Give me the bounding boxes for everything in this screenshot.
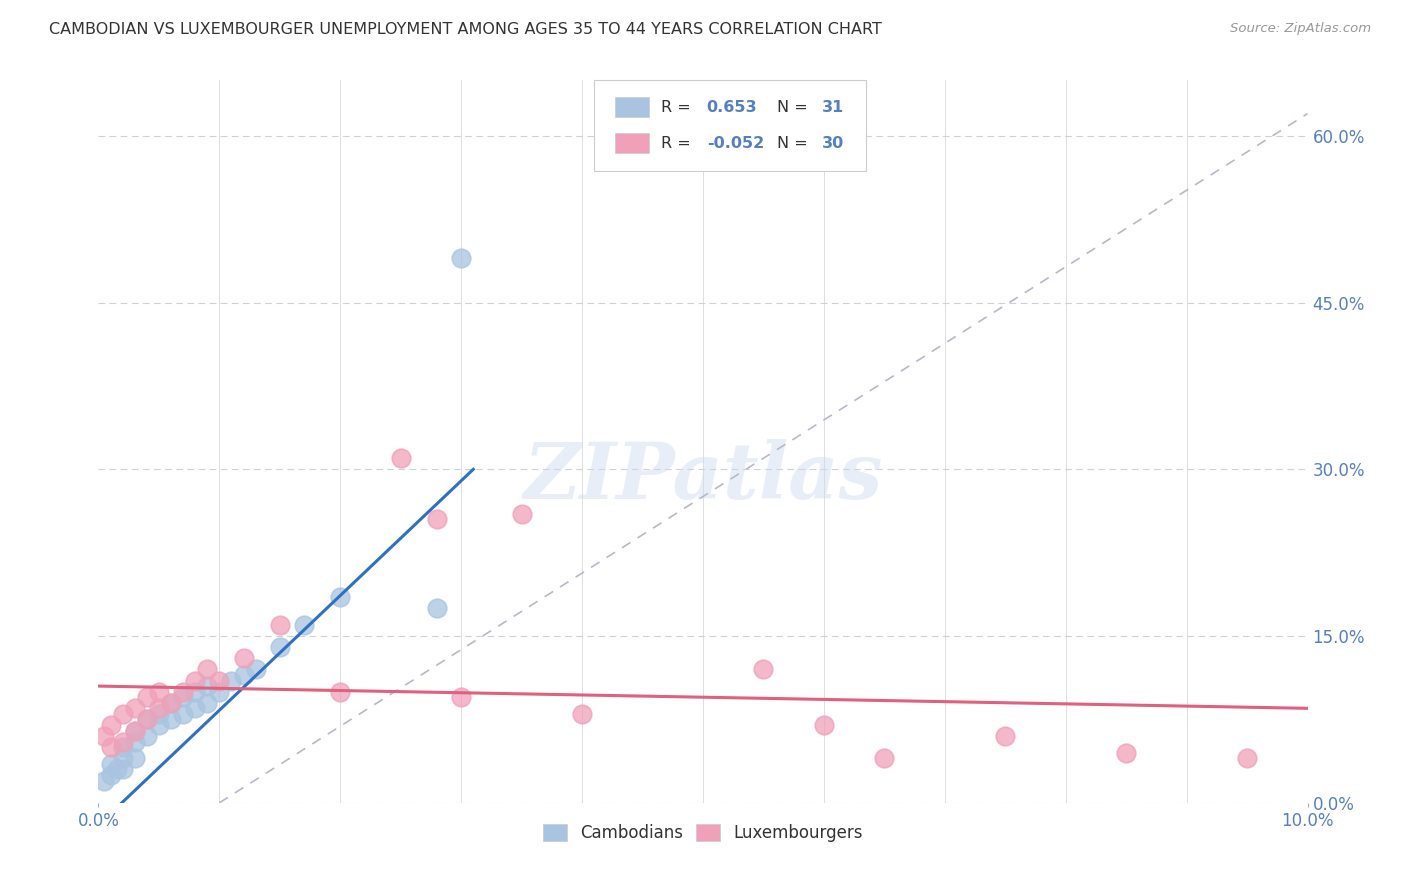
Point bbox=[105, 763, 128, 777]
Point bbox=[148, 706, 170, 721]
Point bbox=[148, 684, 170, 698]
Point bbox=[124, 751, 146, 765]
Point bbox=[111, 763, 134, 777]
Point bbox=[160, 713, 183, 727]
Point bbox=[172, 706, 194, 721]
Point bbox=[111, 740, 134, 755]
Point bbox=[124, 701, 146, 715]
Point bbox=[184, 684, 207, 698]
Point bbox=[124, 734, 146, 748]
Point bbox=[135, 729, 157, 743]
Point bbox=[100, 718, 122, 732]
Point bbox=[124, 723, 146, 738]
Text: N =: N = bbox=[776, 100, 813, 114]
Point bbox=[195, 679, 218, 693]
Point bbox=[184, 673, 207, 688]
Point bbox=[329, 590, 352, 604]
Point bbox=[245, 662, 267, 676]
Point bbox=[389, 451, 412, 466]
Point bbox=[111, 734, 134, 748]
Point bbox=[172, 684, 194, 698]
Bar bbox=[614, 133, 648, 153]
Point bbox=[135, 713, 157, 727]
Point bbox=[195, 662, 218, 676]
Bar bbox=[614, 97, 648, 117]
Point bbox=[1236, 751, 1258, 765]
Point bbox=[510, 507, 533, 521]
Text: R =: R = bbox=[661, 100, 696, 114]
Point bbox=[100, 740, 122, 755]
Point bbox=[172, 690, 194, 705]
Text: 31: 31 bbox=[821, 100, 844, 114]
Point bbox=[93, 773, 115, 788]
Text: 30: 30 bbox=[821, 136, 844, 151]
Point bbox=[752, 662, 775, 676]
Point bbox=[100, 768, 122, 782]
Point bbox=[269, 640, 291, 655]
Point bbox=[232, 668, 254, 682]
Point bbox=[148, 718, 170, 732]
Point bbox=[208, 673, 231, 688]
FancyBboxPatch shape bbox=[595, 80, 866, 170]
Point bbox=[329, 684, 352, 698]
Point bbox=[135, 690, 157, 705]
Point bbox=[93, 729, 115, 743]
Text: N =: N = bbox=[776, 136, 813, 151]
Text: CAMBODIAN VS LUXEMBOURGER UNEMPLOYMENT AMONG AGES 35 TO 44 YEARS CORRELATION CHA: CAMBODIAN VS LUXEMBOURGER UNEMPLOYMENT A… bbox=[49, 22, 882, 37]
Point bbox=[208, 684, 231, 698]
Point bbox=[124, 723, 146, 738]
Point bbox=[195, 696, 218, 710]
Point bbox=[994, 729, 1017, 743]
Point bbox=[160, 696, 183, 710]
Text: ZIPatlas: ZIPatlas bbox=[523, 440, 883, 516]
Point bbox=[450, 690, 472, 705]
Point bbox=[450, 251, 472, 265]
Point bbox=[111, 706, 134, 721]
Point bbox=[292, 618, 315, 632]
Point bbox=[148, 701, 170, 715]
Point bbox=[873, 751, 896, 765]
Point bbox=[111, 751, 134, 765]
Point bbox=[813, 718, 835, 732]
Point bbox=[221, 673, 243, 688]
Point bbox=[571, 706, 593, 721]
Point bbox=[135, 713, 157, 727]
Point bbox=[160, 696, 183, 710]
Text: Source: ZipAtlas.com: Source: ZipAtlas.com bbox=[1230, 22, 1371, 36]
Point bbox=[1115, 746, 1137, 760]
Text: -0.052: -0.052 bbox=[707, 136, 763, 151]
Point bbox=[269, 618, 291, 632]
Legend: Cambodians, Luxembourgers: Cambodians, Luxembourgers bbox=[537, 817, 869, 848]
Point bbox=[426, 512, 449, 526]
Text: R =: R = bbox=[661, 136, 696, 151]
Point bbox=[426, 601, 449, 615]
Point bbox=[100, 756, 122, 771]
Text: 0.653: 0.653 bbox=[707, 100, 758, 114]
Point bbox=[232, 651, 254, 665]
Point bbox=[184, 701, 207, 715]
